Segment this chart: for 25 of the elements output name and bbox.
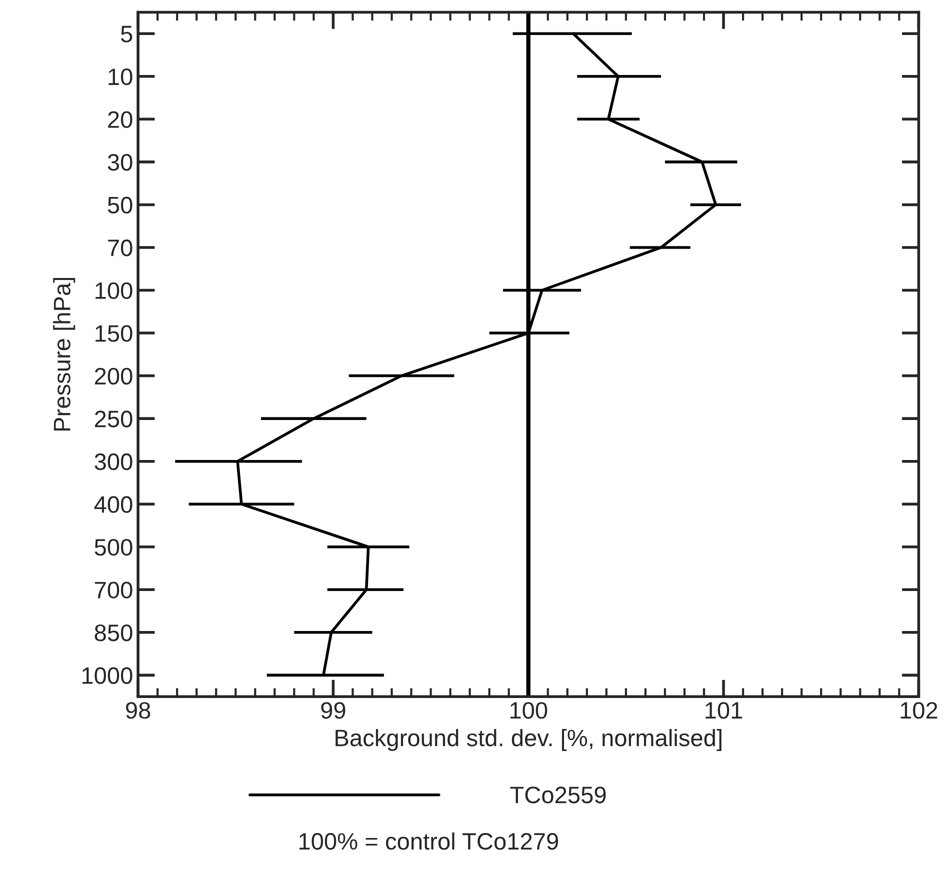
- y-tick-label: 20: [108, 111, 132, 128]
- text: 100% = control TCo1279: [299, 832, 558, 850]
- y-tick-label: 250: [94, 410, 132, 428]
- y-tick-label: 50: [108, 196, 132, 214]
- y-tick-label: 150: [96, 325, 132, 342]
- y-tick-label: 100: [96, 282, 132, 300]
- y-tick-label: 200: [94, 368, 132, 385]
- y-tick-label: 10: [108, 68, 132, 86]
- y-tick-label: 700: [95, 582, 132, 598]
- y-tick-label: 5: [120, 26, 132, 42]
- x-tick-label: 98: [126, 702, 150, 719]
- y-tick-label: 300: [94, 453, 132, 470]
- y-axis-title: Pressure [hPa]: [53, 278, 76, 431]
- text: TCo2559: [510, 786, 606, 804]
- y-tick-label: 1000: [82, 667, 132, 684]
- y-tick-label: 30: [108, 154, 132, 171]
- y-tick-label: 500: [94, 538, 132, 556]
- x-axis-title: Background std. dev. [%, normalised]: [336, 729, 722, 752]
- y-tick-label: 70: [108, 240, 132, 256]
- y-tick-label: 850: [94, 624, 132, 642]
- y-tick-label: 400: [94, 496, 132, 513]
- x-tick-label: 102: [900, 702, 938, 719]
- x-tick-label: 101: [706, 702, 742, 719]
- x-tick-label: 100: [510, 702, 548, 719]
- x-tick-label: 99: [321, 702, 346, 719]
